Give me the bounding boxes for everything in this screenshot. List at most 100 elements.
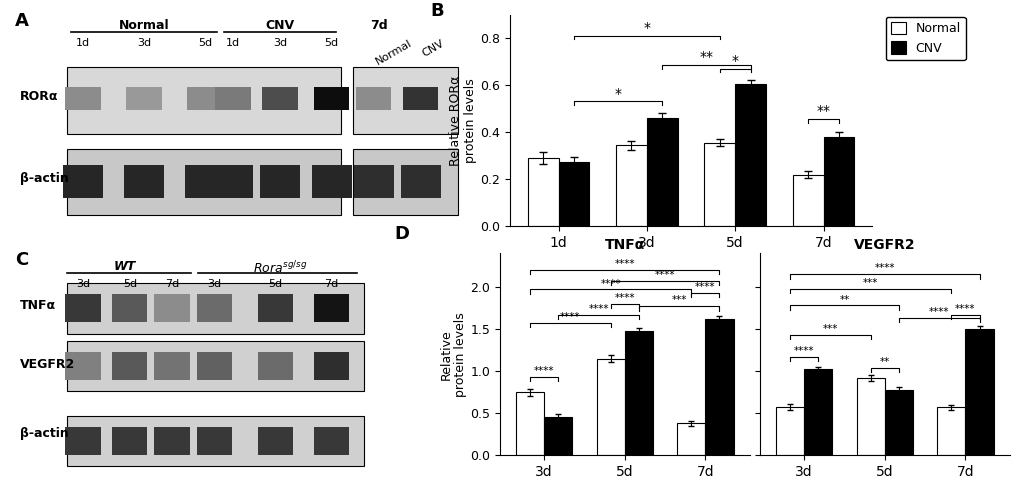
Bar xyxy=(65,294,101,322)
Text: Normal: Normal xyxy=(118,19,169,32)
Text: *: * xyxy=(614,87,621,100)
Text: *: * xyxy=(643,20,650,35)
Legend: Normal, CNV: Normal, CNV xyxy=(884,17,965,60)
Bar xyxy=(197,294,231,322)
Title: TNFα: TNFα xyxy=(604,238,644,252)
Text: β-actin: β-actin xyxy=(19,427,68,440)
Bar xyxy=(63,165,103,198)
Bar xyxy=(112,353,148,380)
Text: ****: **** xyxy=(613,259,635,269)
Bar xyxy=(314,87,348,110)
Bar xyxy=(258,353,292,380)
Text: 3d: 3d xyxy=(273,38,286,48)
Bar xyxy=(65,427,101,455)
Text: C: C xyxy=(15,251,29,269)
Text: ****: **** xyxy=(613,293,635,303)
Text: 5d: 5d xyxy=(122,279,137,289)
Bar xyxy=(356,87,391,110)
Text: ****: **** xyxy=(654,270,675,280)
Text: ***: *** xyxy=(822,324,838,334)
Bar xyxy=(154,427,190,455)
Bar xyxy=(527,158,558,226)
Bar xyxy=(703,143,735,226)
Bar xyxy=(403,87,438,110)
Bar xyxy=(197,427,231,455)
Text: ****: **** xyxy=(588,304,608,314)
Text: 5d: 5d xyxy=(324,38,338,48)
Bar xyxy=(516,392,543,455)
Bar xyxy=(314,427,348,455)
Text: 7d: 7d xyxy=(369,19,387,32)
Text: 1d: 1d xyxy=(226,38,239,48)
Bar xyxy=(112,427,148,455)
Bar xyxy=(705,319,733,455)
Text: Normal: Normal xyxy=(374,38,414,67)
Bar xyxy=(184,165,224,198)
Bar xyxy=(154,294,190,322)
Bar xyxy=(312,165,352,198)
Bar xyxy=(262,87,298,110)
Bar xyxy=(625,331,652,455)
Bar xyxy=(126,87,161,110)
Bar xyxy=(258,294,292,322)
Bar xyxy=(66,283,364,334)
Text: ****: **** xyxy=(559,312,580,322)
Bar xyxy=(66,341,364,391)
Text: 7d: 7d xyxy=(324,279,338,289)
Bar xyxy=(260,165,300,198)
Bar xyxy=(965,329,993,455)
Bar xyxy=(124,165,164,198)
Bar xyxy=(65,353,101,380)
Bar xyxy=(353,149,458,215)
Text: **: ** xyxy=(699,50,713,64)
Text: ****: **** xyxy=(793,346,814,356)
Text: ****: **** xyxy=(694,282,715,292)
Bar xyxy=(314,353,348,380)
Text: 3d: 3d xyxy=(207,279,221,289)
Text: 3d: 3d xyxy=(137,38,151,48)
Bar xyxy=(856,378,884,455)
Text: 1d: 1d xyxy=(75,38,90,48)
Text: 5d: 5d xyxy=(198,38,212,48)
Text: ****: **** xyxy=(600,279,621,289)
Bar xyxy=(677,423,705,455)
Bar xyxy=(615,145,646,226)
Bar xyxy=(543,416,572,455)
Text: VEGFR2: VEGFR2 xyxy=(19,357,74,371)
Bar xyxy=(213,165,253,198)
Bar xyxy=(884,390,912,455)
Text: ***: *** xyxy=(671,296,686,305)
Bar xyxy=(112,294,148,322)
Text: **: ** xyxy=(816,104,829,118)
Text: ****: **** xyxy=(954,304,975,314)
Title: VEGFR2: VEGFR2 xyxy=(853,238,915,252)
Bar xyxy=(187,87,222,110)
Text: CNV: CNV xyxy=(421,38,446,58)
Bar xyxy=(792,175,822,226)
Text: B: B xyxy=(430,2,443,20)
Bar xyxy=(400,165,440,198)
Text: CNV: CNV xyxy=(265,19,294,32)
Bar xyxy=(66,149,340,215)
Bar xyxy=(558,162,589,226)
Bar xyxy=(197,353,231,380)
Y-axis label: Relative
protein levels: Relative protein levels xyxy=(439,312,467,397)
Bar xyxy=(353,67,458,133)
Text: WT: WT xyxy=(114,260,137,273)
Bar xyxy=(596,358,625,455)
Text: 7d: 7d xyxy=(165,279,179,289)
Bar xyxy=(936,407,965,455)
Text: ****: **** xyxy=(928,307,949,317)
Y-axis label: Relative RORα
protein levels: Relative RORα protein levels xyxy=(449,75,477,166)
Text: **: ** xyxy=(878,357,890,367)
Text: ***: *** xyxy=(862,278,877,288)
Bar xyxy=(803,370,832,455)
Text: $\it{Rora}^{sg/sg}$: $\it{Rora}^{sg/sg}$ xyxy=(253,260,307,277)
Text: TNFα: TNFα xyxy=(19,299,56,312)
Text: A: A xyxy=(15,12,29,30)
Bar xyxy=(314,294,348,322)
Text: ****: **** xyxy=(873,263,895,274)
Text: 3d: 3d xyxy=(75,279,90,289)
Bar xyxy=(258,427,292,455)
Bar xyxy=(354,165,393,198)
